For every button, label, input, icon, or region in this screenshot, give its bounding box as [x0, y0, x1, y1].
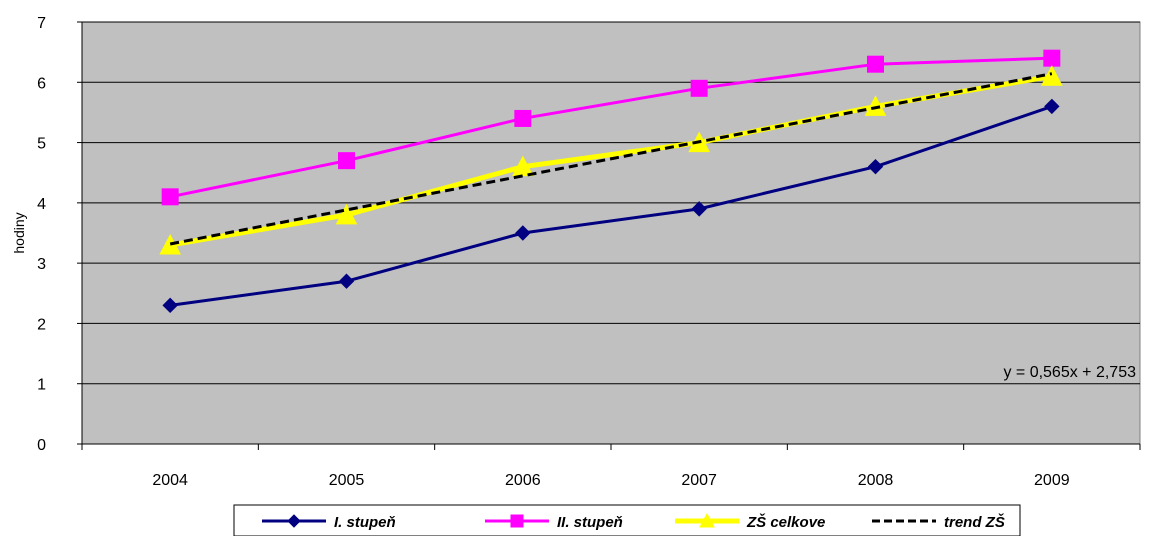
legend: I. stupeň II. stupeň ZŠ celkove trend ZŠ — [262, 512, 1005, 531]
y-tick-label: 1 — [37, 377, 46, 394]
y-axis: 0 1 2 3 4 5 6 7 — [37, 15, 83, 454]
data-point — [514, 109, 532, 127]
data-point — [1043, 49, 1061, 67]
y-tick-label: 6 — [37, 75, 46, 92]
data-point — [1041, 65, 1063, 86]
legend-marker — [699, 512, 715, 528]
series-line — [169, 56, 1052, 199]
y-tick-label: 5 — [37, 136, 46, 153]
y-tick-label: 7 — [37, 15, 46, 32]
x-tick-label: 2005 — [329, 472, 365, 489]
x-tick-label: 2009 — [1034, 472, 1070, 489]
legend-label: II. stupeň — [557, 514, 623, 531]
legend-item: I. stupeň — [262, 514, 396, 531]
trendline — [169, 72, 1053, 246]
x-axis: 2004 2005 2006 2007 2008 2009 — [81, 443, 1141, 489]
data-point — [335, 203, 358, 225]
data-point — [512, 155, 534, 177]
x-tick-label: 2008 — [858, 472, 894, 489]
data-point — [338, 152, 355, 170]
data-point — [690, 79, 708, 97]
legend-marker — [287, 514, 301, 528]
y-tick-label: 2 — [37, 316, 46, 333]
data-point — [159, 233, 181, 255]
data-point — [867, 55, 884, 73]
y-tick-label: 4 — [37, 196, 46, 213]
data-point — [867, 158, 884, 175]
series-line — [169, 104, 1053, 307]
y-tick-label: 3 — [37, 256, 46, 273]
legend-item: II. stupeň — [485, 514, 623, 531]
series-2 — [161, 49, 1061, 206]
data-point — [515, 225, 531, 241]
trendline-equation: y = 0,565x + 2,753 — [1003, 364, 1136, 381]
legend-marker — [510, 514, 524, 528]
legend-label: I. stupeň — [334, 514, 396, 531]
legend-item: ZŠ celkove — [675, 512, 825, 531]
legend-label: trend ZŠ — [944, 513, 1005, 531]
series-1 — [162, 98, 1060, 314]
data-point — [864, 95, 887, 116]
x-tick-label: 2006 — [505, 472, 541, 489]
x-tick-label: 2007 — [681, 472, 717, 489]
series-layer — [159, 49, 1063, 314]
data-point — [161, 188, 179, 206]
data-point — [162, 297, 178, 314]
legend-item: trend ZŠ — [872, 513, 1005, 531]
gridlines — [82, 21, 1140, 385]
trendline-path — [169, 72, 1053, 246]
legend-label: ZŠ celkove — [746, 513, 825, 531]
x-tick-label: 2004 — [152, 472, 188, 489]
data-point — [1044, 98, 1060, 115]
y-axis-label: hodiny — [11, 212, 27, 253]
data-point — [691, 201, 707, 217]
y-tick-label: 0 — [37, 437, 46, 454]
data-point — [338, 273, 355, 289]
